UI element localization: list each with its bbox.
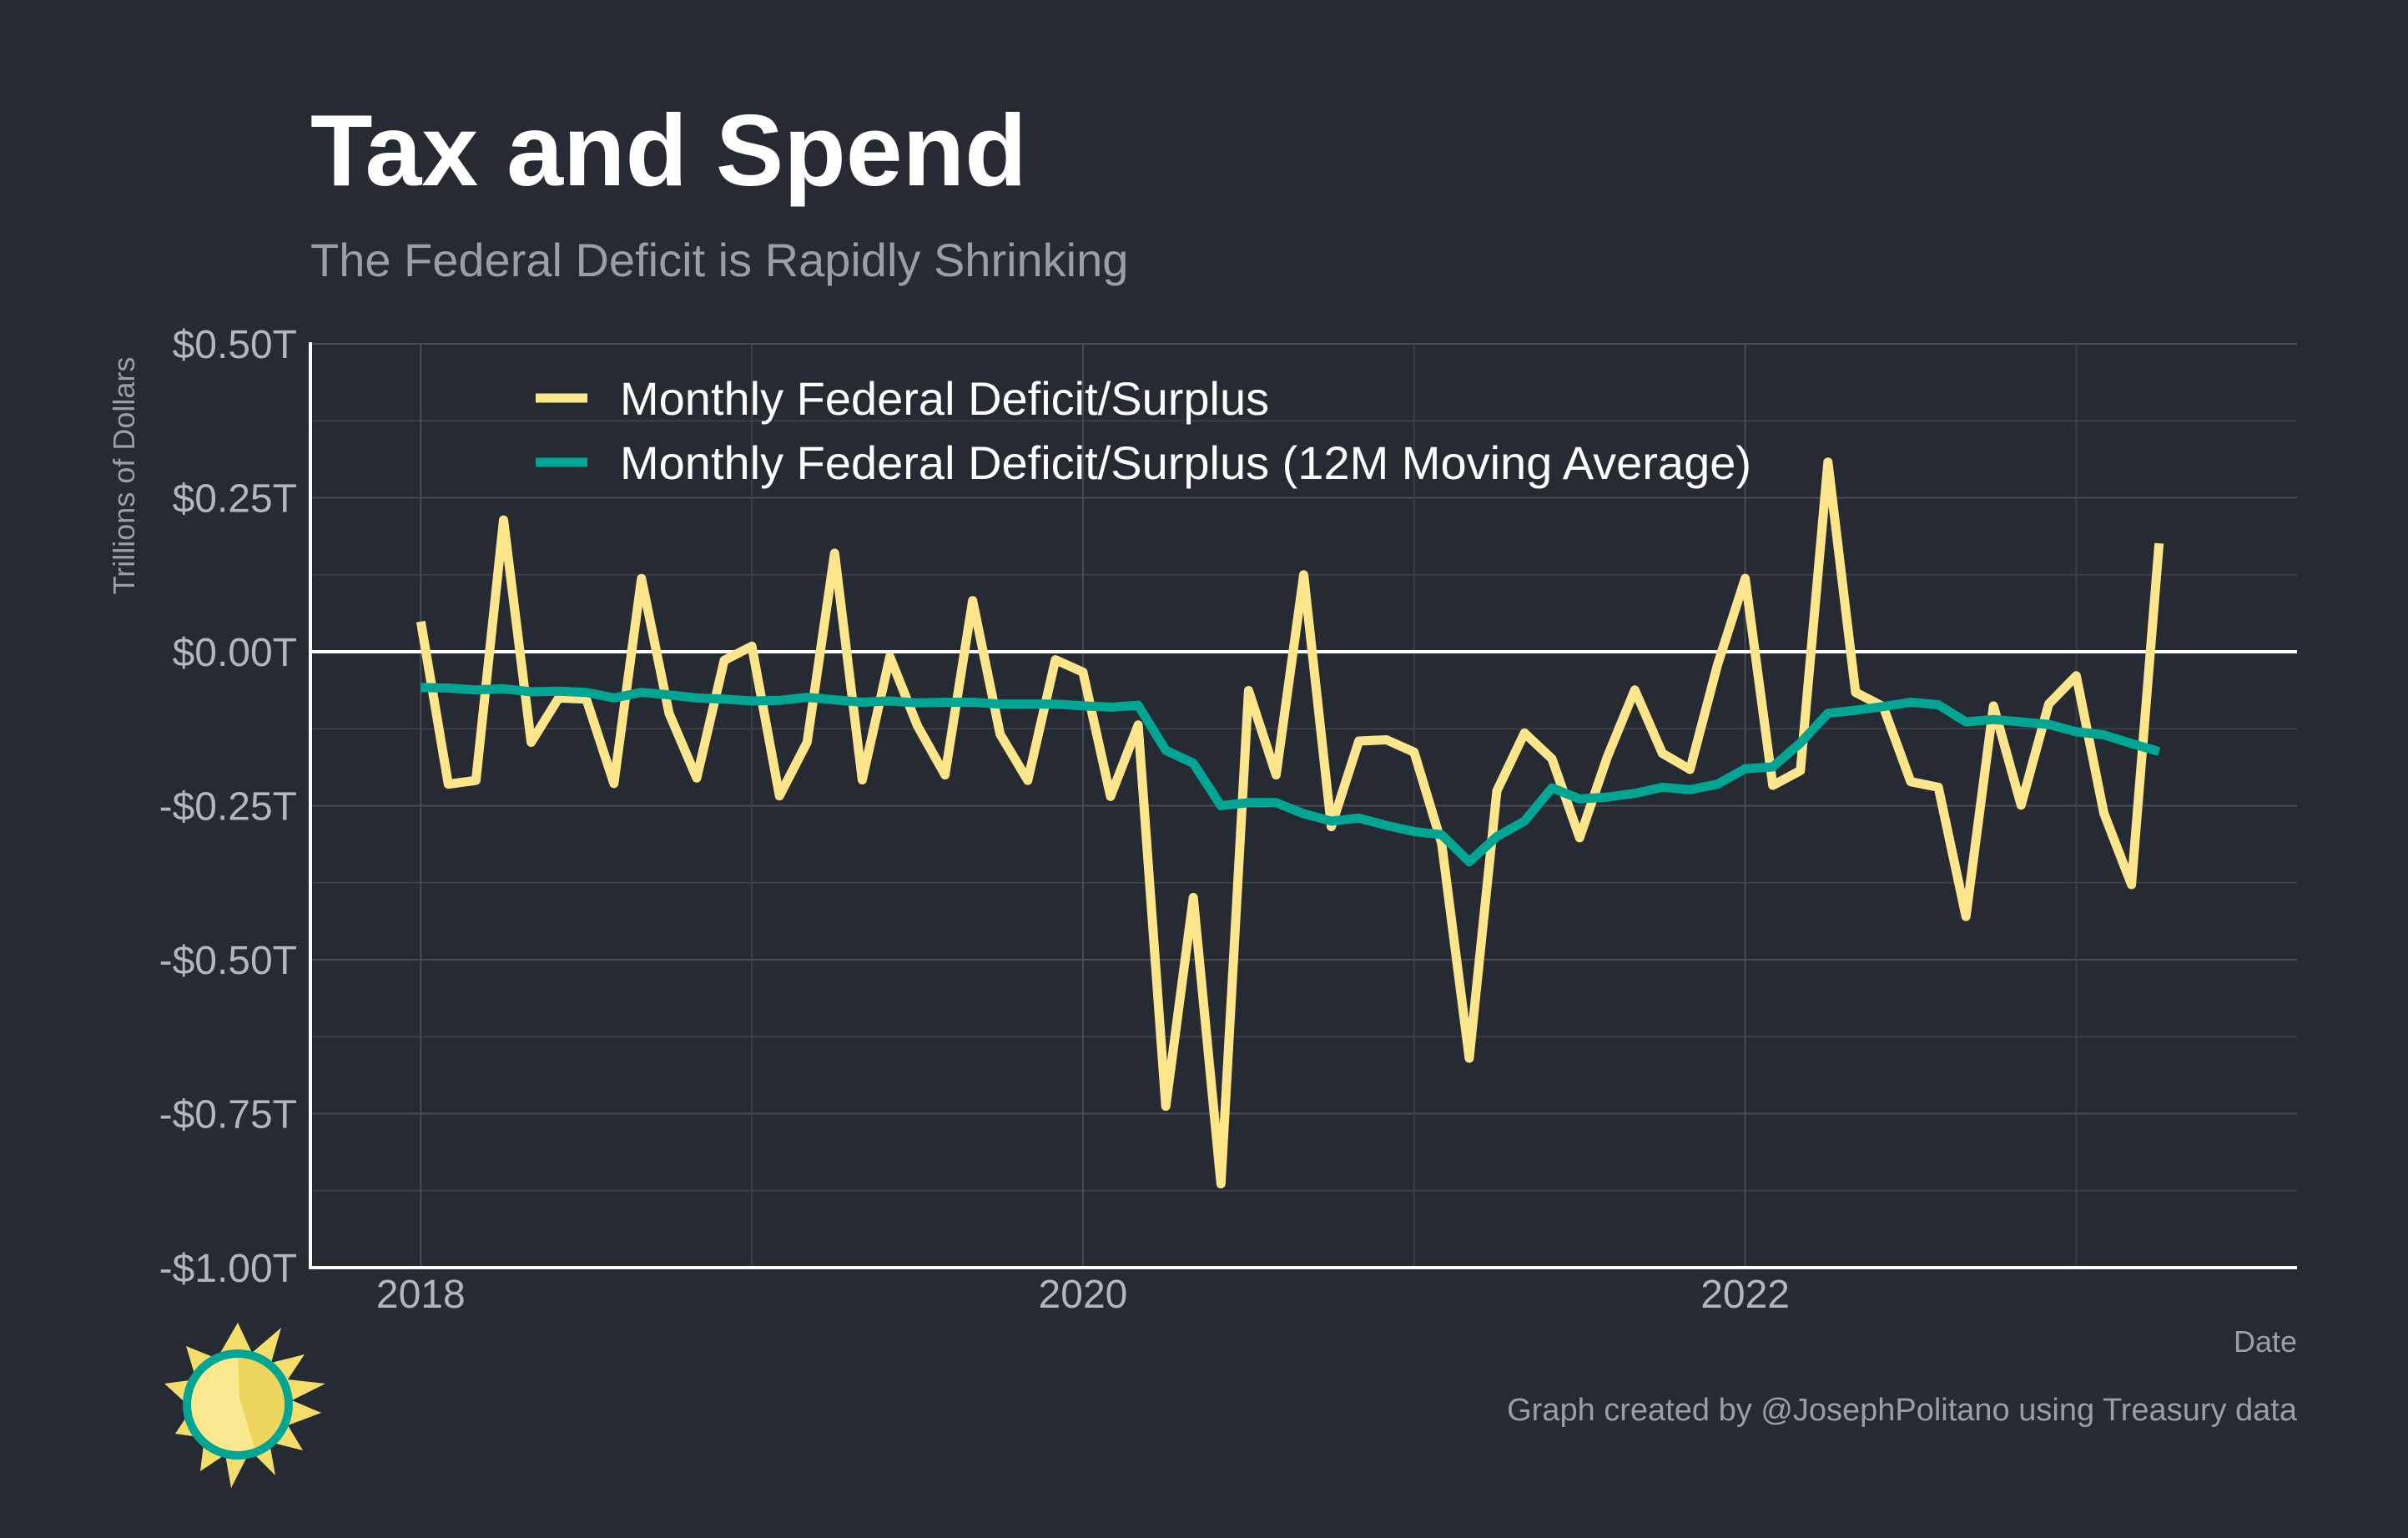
x-tick-label: 2020 <box>1039 1273 1128 1317</box>
chart-subtitle: The Federal Deficit is Rapidly Shrinking <box>310 234 1128 286</box>
y-axis-ticks: $0.50T $0.25T $0.00T -$0.25T -$0.50T -$0.75T -… <box>159 323 297 1291</box>
y-tick-label: -$1.00T <box>159 1247 297 1291</box>
y-axis-title: Trillions of Dollars <box>107 357 141 595</box>
legend-label: Monthly Federal Deficit/Surplus <box>620 372 1269 425</box>
x-tick-label: 2018 <box>376 1273 466 1317</box>
y-tick-label: $0.00T <box>173 631 297 675</box>
y-tick-label: -$0.75T <box>159 1093 297 1137</box>
sun-shade <box>238 1358 285 1448</box>
deficit-line <box>416 457 2164 1189</box>
x-axis-ticks: 2018 2020 2022 <box>376 1273 1790 1317</box>
caption: Graph created by @JosephPolitano using T… <box>1507 1393 2298 1428</box>
y-tick-label: $0.25T <box>173 477 297 522</box>
legend-label: Monthly Federal Deficit/Surplus (12M Mov… <box>620 436 1751 489</box>
sun-icon <box>164 1323 325 1488</box>
x-tick-label: 2022 <box>1700 1273 1790 1317</box>
x-axis-title: Date <box>2234 1324 2297 1359</box>
chart-title: Tax and Spend <box>310 93 1027 207</box>
legend: Monthly Federal Deficit/Surplus Monthly F… <box>536 372 1751 489</box>
moving-average-line <box>421 683 2161 867</box>
series-lines <box>416 457 2164 1189</box>
y-tick-label: -$0.50T <box>159 939 297 983</box>
y-tick-label: -$0.25T <box>159 785 297 830</box>
y-tick-label: $0.50T <box>173 323 297 367</box>
